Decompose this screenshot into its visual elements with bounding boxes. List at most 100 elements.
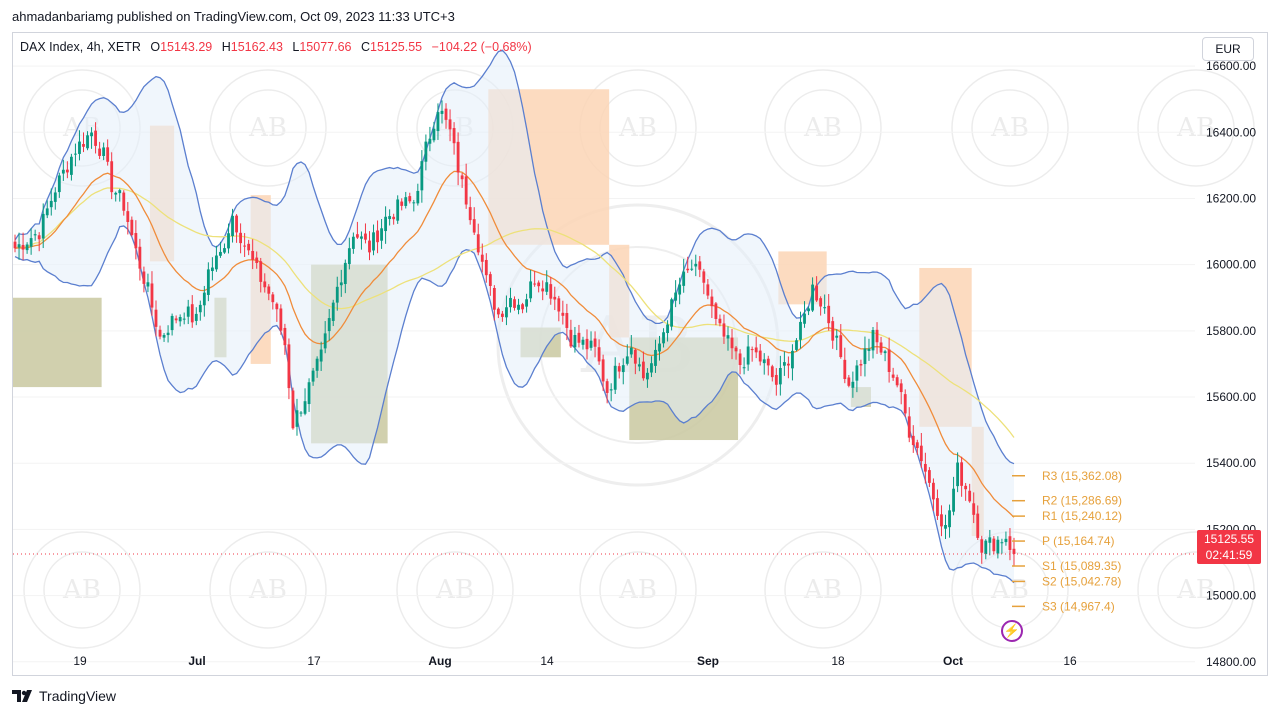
candle-body	[577, 332, 581, 343]
candle	[557, 295, 561, 322]
candle	[641, 351, 645, 381]
candle	[364, 223, 367, 244]
candle	[851, 371, 855, 398]
lightning-bolt-icon[interactable]: ⚡	[1001, 620, 1023, 642]
candle	[819, 296, 823, 316]
candle	[597, 339, 601, 365]
open-label: O	[150, 40, 161, 54]
candle	[513, 296, 516, 311]
pivot-label-r3: R3 (15,362.08)	[1042, 469, 1122, 483]
candle	[690, 259, 694, 271]
candle-body	[710, 296, 714, 307]
symbol-name[interactable]: DAX Index, 4h, XETR	[20, 40, 141, 54]
pivot-label-p: P (15,164.74)	[1042, 534, 1115, 548]
candle	[360, 231, 363, 250]
candle	[166, 325, 170, 343]
candle	[186, 299, 190, 325]
candle	[674, 280, 678, 308]
currency-button[interactable]: EUR	[1202, 37, 1254, 61]
candle-body	[235, 215, 238, 233]
candle-body	[82, 144, 85, 147]
candle	[98, 141, 102, 160]
candle	[569, 319, 573, 349]
candle-body	[754, 347, 758, 353]
candle	[770, 364, 774, 382]
candle-body	[766, 358, 770, 366]
candle	[448, 109, 452, 142]
candle	[621, 358, 625, 385]
candle	[464, 163, 468, 209]
candle	[484, 253, 488, 283]
candle-body	[206, 269, 210, 295]
candle-body	[243, 245, 247, 247]
candle-body	[388, 216, 392, 220]
candle	[807, 306, 810, 316]
candle	[907, 407, 911, 443]
tradingview-logo-icon	[12, 690, 34, 702]
candle-body	[74, 153, 77, 155]
bollinger-upper-line	[14, 49, 1015, 465]
candle-body	[1000, 542, 1004, 544]
candle	[231, 208, 234, 243]
candle-body	[637, 364, 641, 367]
candle-body	[718, 318, 722, 324]
tradingview-brand[interactable]: TradingView	[12, 688, 116, 704]
candle-body	[762, 359, 766, 364]
candle-body	[517, 304, 520, 310]
candle	[521, 302, 524, 314]
candle	[795, 338, 798, 352]
candle	[915, 439, 919, 455]
candle-body	[343, 262, 347, 285]
candle-body	[134, 233, 138, 249]
candle-body	[428, 138, 432, 144]
candle	[267, 284, 271, 301]
y-axis[interactable]: 14800.0015000.0015200.0015400.0015600.00…	[1206, 59, 1256, 669]
demand-zone	[13, 297, 102, 388]
candles	[13, 100, 1016, 567]
candle-body	[432, 128, 436, 141]
candle-body	[440, 110, 444, 114]
candle-body	[851, 381, 855, 388]
candle-body	[641, 361, 645, 379]
candle-body	[823, 307, 827, 309]
candle	[702, 268, 706, 295]
candle	[243, 233, 247, 257]
candle-body	[597, 347, 601, 362]
candle	[347, 237, 351, 270]
candle-body	[545, 282, 549, 292]
candle	[867, 338, 871, 361]
x-axis[interactable]: 19 Jul 17 Aug 14 Sep 18 Oct 16	[73, 654, 1077, 668]
candle-body	[501, 313, 504, 317]
candle-body	[674, 292, 678, 301]
candle-body	[25, 244, 29, 251]
candle-body	[327, 318, 331, 332]
candle-body	[319, 349, 323, 362]
candle-body	[859, 364, 863, 366]
bar-countdown: 02:41:59	[1205, 548, 1253, 562]
x-tick-label: Sep	[697, 654, 719, 668]
candle-body	[690, 268, 694, 270]
candle-body	[223, 248, 226, 253]
candle	[633, 348, 637, 375]
candle-body	[883, 351, 887, 354]
candle	[835, 329, 839, 351]
candle	[694, 254, 698, 277]
candle-body	[122, 192, 126, 211]
candle-body	[339, 282, 343, 286]
candle-body	[694, 263, 698, 267]
candle	[146, 273, 150, 293]
candle	[968, 483, 972, 503]
candle	[787, 356, 790, 379]
last-price-tag: 15125.55 02:41:59	[1197, 530, 1261, 564]
ab-watermark-letters: AB	[248, 113, 287, 143]
candle-body	[247, 243, 251, 251]
candle-body	[662, 332, 665, 344]
candle-body	[988, 537, 992, 543]
candle	[501, 310, 504, 322]
candle	[57, 172, 61, 198]
candle-body	[867, 348, 871, 351]
candle	[658, 335, 661, 361]
candle	[545, 270, 549, 296]
change-value: −104.22 (−0.68%)	[431, 40, 532, 54]
